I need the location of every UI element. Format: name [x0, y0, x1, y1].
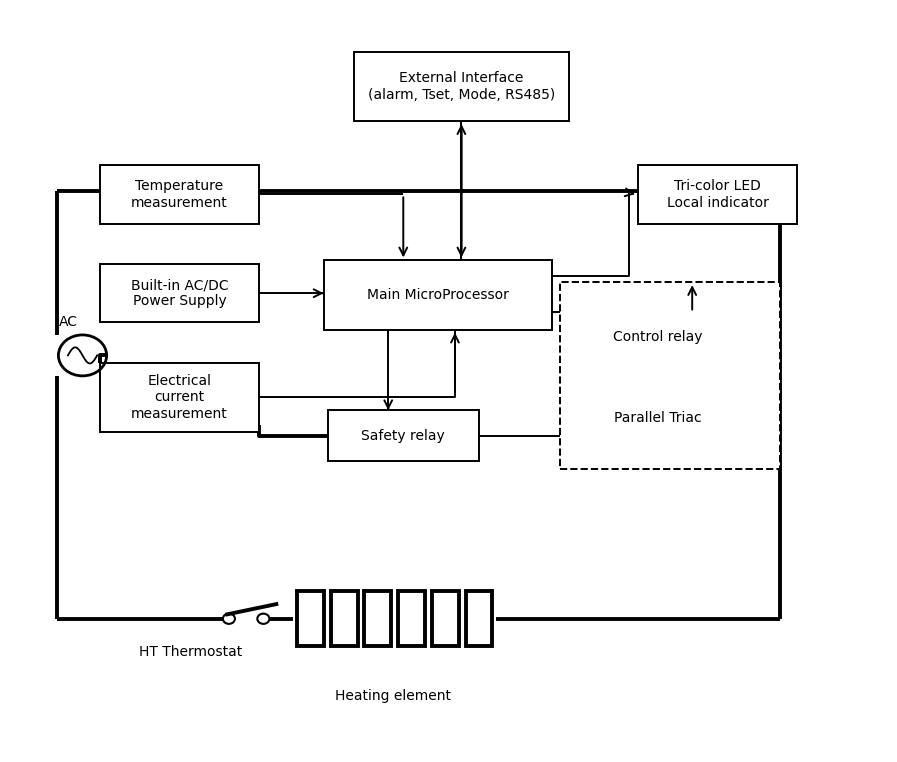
Bar — [466, 591, 492, 646]
Text: Main MicroProcessor: Main MicroProcessor — [367, 288, 509, 302]
Bar — [364, 591, 391, 646]
Bar — [100, 165, 259, 224]
Text: AC: AC — [59, 315, 78, 329]
Text: Built-in AC/DC
Power Supply: Built-in AC/DC Power Supply — [131, 278, 228, 309]
Text: External Interface
(alarm, Tset, Mode, RS485): External Interface (alarm, Tset, Mode, R… — [368, 72, 555, 101]
Text: Safety relay: Safety relay — [361, 429, 445, 443]
Bar — [331, 591, 358, 646]
Text: Electrical
current
measurement: Electrical current measurement — [131, 374, 228, 421]
Bar — [297, 591, 324, 646]
Text: Temperature
measurement: Temperature measurement — [131, 179, 228, 210]
Bar — [324, 261, 552, 330]
Bar — [638, 165, 797, 224]
Text: HT Thermostat: HT Thermostat — [138, 645, 242, 658]
Bar — [100, 363, 259, 432]
Bar — [353, 52, 569, 121]
Bar — [100, 264, 259, 322]
Bar — [398, 591, 425, 646]
Bar — [561, 282, 780, 469]
Text: Parallel Triac: Parallel Triac — [614, 411, 701, 424]
Bar — [328, 410, 479, 462]
Bar — [587, 395, 728, 440]
Bar — [587, 315, 728, 359]
Bar — [431, 591, 458, 646]
Text: Tri-color LED
Local indicator: Tri-color LED Local indicator — [666, 179, 769, 210]
Text: Control relay: Control relay — [613, 330, 702, 344]
Text: Heating element: Heating element — [335, 689, 450, 703]
